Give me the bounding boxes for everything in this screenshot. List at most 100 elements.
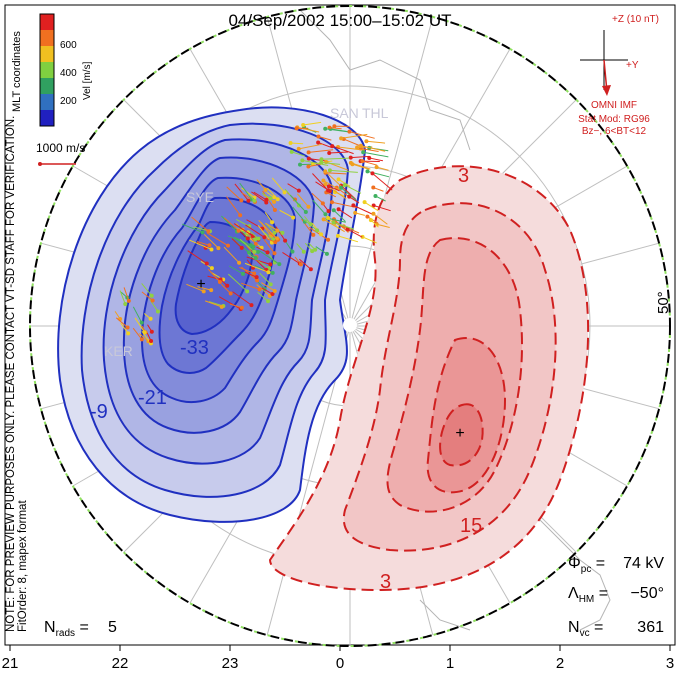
velocity-vector: [226, 186, 242, 201]
velocity-vector: [338, 208, 353, 219]
velocity-point: [238, 213, 243, 218]
imf-panel: +Z (10 nT) +Y OMNI IMF Stat Mod: RG96 Bz…: [578, 14, 659, 137]
velocity-point: [201, 289, 206, 294]
velocity-vector: [312, 199, 326, 215]
velocity-vector: [258, 219, 278, 239]
velocity-point: [367, 155, 372, 160]
velocity-vector: [259, 272, 272, 285]
velocity-point: [373, 193, 378, 198]
velocity-vector: [285, 241, 293, 252]
velocity-vector: [240, 282, 260, 290]
imf-arrowhead: [602, 85, 611, 96]
velocity-point: [347, 129, 352, 134]
velocity-vector: [327, 217, 346, 223]
velocity-point: [311, 232, 316, 237]
velocity-vector: [132, 327, 143, 340]
velocity-vector: [244, 271, 257, 278]
velocity-vector: [350, 155, 370, 159]
lambda-hm-label: ΛHM =: [568, 585, 608, 605]
velocity-point: [252, 249, 257, 254]
velocity-point: [308, 267, 313, 272]
velocity-point: [236, 228, 241, 233]
velocity-vector: [234, 183, 249, 202]
colorbar-segment: [40, 110, 54, 127]
velocity-vector: [312, 173, 329, 191]
velocity-vector: [206, 232, 229, 247]
velocity-point: [326, 237, 331, 242]
velocity-point: [303, 210, 308, 215]
velocity-point: [249, 303, 254, 308]
velocity-point: [272, 289, 277, 294]
velocity-point: [277, 262, 282, 267]
velocity-vector: [364, 201, 379, 212]
velocity-point: [365, 169, 370, 174]
mlt-tick-label: 21: [2, 655, 19, 672]
imf-source: OMNI IMF: [591, 100, 637, 111]
velocity-vector: [282, 252, 301, 264]
velocity-vector: [186, 283, 204, 292]
velocity-vector: [291, 151, 305, 157]
velocity-vector: [321, 162, 341, 165]
velocity-point: [283, 238, 288, 243]
station-thl: THL: [362, 105, 389, 121]
velocity-vector: [343, 138, 362, 147]
imf-y-label: +Y: [626, 60, 639, 71]
velocity-vector: [329, 127, 342, 130]
colorbar-segment: [40, 14, 54, 31]
velocity-vector: [308, 163, 321, 168]
velocity-point: [268, 262, 273, 267]
velocity-vector: [329, 151, 349, 154]
velocity-point: [204, 261, 209, 266]
velocity-point: [371, 211, 376, 216]
velocity-vector: [340, 187, 357, 201]
velocity-point: [371, 203, 376, 208]
velocity-vector: [203, 233, 219, 249]
velocity-point: [126, 331, 131, 336]
velocity-point: [298, 262, 303, 267]
velocity-vector: [120, 322, 129, 334]
velocity-point: [362, 200, 367, 205]
pole-marker: [343, 318, 357, 332]
velocity-vector: [344, 184, 362, 194]
velocity-point: [209, 247, 214, 252]
velocity-vector: [221, 283, 232, 294]
velocity-vector: [226, 196, 241, 216]
velocity-point: [280, 230, 285, 235]
velocity-point: [339, 185, 344, 190]
velocity-point: [149, 329, 154, 334]
colorbar-segment: [40, 30, 54, 47]
velocity-vector: [337, 146, 365, 151]
velocity-vector: [264, 212, 273, 223]
velocity-point: [290, 249, 295, 254]
boundary-circle: [29, 5, 671, 647]
velocity-vector: [196, 241, 210, 246]
velocity-point: [263, 188, 268, 193]
velocity-point: [262, 235, 267, 240]
velocity-point: [239, 198, 244, 203]
velocity-vector: [261, 282, 275, 292]
velocity-point: [335, 233, 340, 238]
velocity-point: [319, 157, 324, 162]
velocity-point: [330, 200, 335, 205]
velocity-vector: [341, 133, 368, 139]
velocity-vector: [271, 177, 285, 193]
velocity-point: [331, 208, 336, 213]
velocity-vector: [363, 151, 389, 158]
coastlines: [299, 9, 611, 631]
velocity-point: [252, 198, 257, 203]
preview-note: NOTE: FOR PREVIEW PURPOSES ONLY. PLEASE …: [5, 116, 17, 632]
positive-cell: [268, 165, 590, 592]
potential-max-marker: +: [455, 425, 464, 442]
velocity-vector: [262, 190, 276, 211]
velocity-vector: [231, 238, 243, 249]
velocity-vector: [292, 206, 306, 223]
velocity-vector: [207, 275, 221, 281]
velocity-vectors: [114, 121, 393, 346]
velocity-point: [301, 123, 306, 128]
velocity-vector: [302, 159, 329, 166]
boundary-green: [29, 5, 671, 647]
velocity-vector: [251, 191, 267, 203]
velocity-vector: [248, 230, 259, 240]
velocity-point: [272, 207, 277, 212]
velocity-vector: [259, 250, 280, 265]
